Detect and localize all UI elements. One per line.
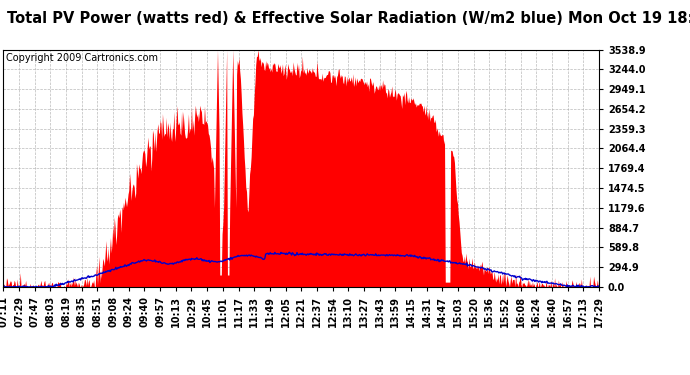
Text: Total PV Power (watts red) & Effective Solar Radiation (W/m2 blue) Mon Oct 19 18: Total PV Power (watts red) & Effective S… — [7, 11, 690, 26]
Text: Copyright 2009 Cartronics.com: Copyright 2009 Cartronics.com — [6, 53, 159, 63]
